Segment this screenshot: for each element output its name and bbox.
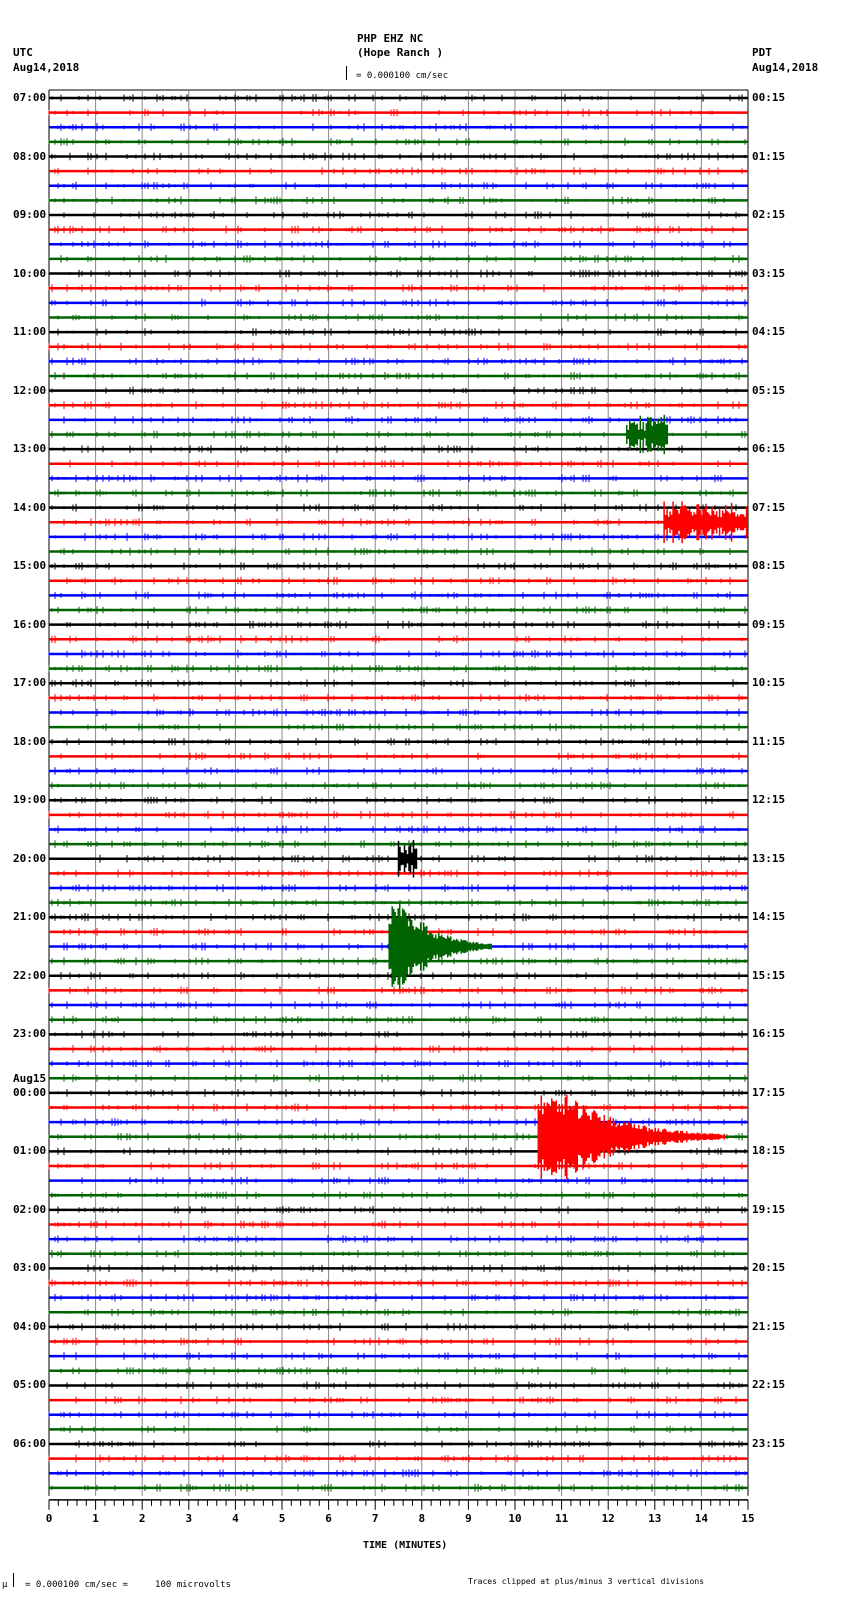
utc-hour-label: 10:00 xyxy=(13,266,47,280)
utc-hour-label: 20:00 xyxy=(13,851,47,865)
svg-text:15: 15 xyxy=(741,1512,754,1525)
pdt-hour-label: 13:15 xyxy=(752,851,786,865)
svg-text:2: 2 xyxy=(139,1512,146,1525)
utc-hour-label: 07:00 xyxy=(13,91,47,104)
pdt-hour-label: 19:15 xyxy=(752,1202,786,1216)
utc-hour-label: 00:00 xyxy=(13,1085,47,1099)
svg-text:9: 9 xyxy=(465,1512,472,1525)
right-date: Aug14,2018 xyxy=(752,61,819,74)
pdt-hour-label: 05:15 xyxy=(752,383,786,397)
pdt-hour-label: 02:15 xyxy=(752,208,786,222)
pdt-hour-label: 03:15 xyxy=(752,266,786,280)
utc-hour-label: 12:00 xyxy=(13,383,47,397)
pdt-hour-label: 18:15 xyxy=(752,1144,786,1158)
utc-hour-label: 11:00 xyxy=(13,325,47,339)
pdt-hour-label: 01:15 xyxy=(752,149,786,163)
utc-hour-label: 18:00 xyxy=(13,734,47,748)
right-timezone: PDT xyxy=(752,46,772,59)
utc-hour-label: 23:00 xyxy=(13,1027,47,1041)
pdt-hour-label: 11:15 xyxy=(752,734,786,748)
footer-clip-note: Traces clipped at plus/minus 3 vertical … xyxy=(468,1577,705,1586)
pdt-hour-label: 22:15 xyxy=(752,1378,786,1392)
svg-text:8: 8 xyxy=(418,1512,425,1525)
utc-hour-label: 17:00 xyxy=(13,676,47,690)
pdt-hour-label: 16:15 xyxy=(752,1027,786,1041)
utc-hour-label: 09:00 xyxy=(13,208,47,222)
utc-hour-label: 15:00 xyxy=(13,559,47,573)
footer-scale-note: = 0.000100 cm/sec = 100 microvolts xyxy=(25,1580,231,1590)
pdt-hour-label: 20:15 xyxy=(752,1261,786,1275)
utc-hour-label: 13:00 xyxy=(13,442,47,456)
x-axis-title: TIME (MINUTES) xyxy=(363,1540,448,1551)
pdt-hour-label: 17:15 xyxy=(752,1085,786,1099)
scale-bar-icon xyxy=(346,66,350,80)
svg-text:7: 7 xyxy=(372,1512,379,1525)
utc-hour-label: 21:00 xyxy=(13,910,47,924)
svg-text:4: 4 xyxy=(232,1512,239,1525)
svg-text:3: 3 xyxy=(185,1512,192,1525)
pdt-hour-label: 00:15 xyxy=(752,91,786,104)
utc-hour-label: 06:00 xyxy=(13,1436,47,1450)
utc-hour-label: 14:00 xyxy=(13,500,47,514)
svg-text:11: 11 xyxy=(555,1512,569,1525)
footer-scale-bar-icon xyxy=(13,1573,17,1587)
scale-label: = 0.000100 cm/sec xyxy=(356,71,449,81)
pdt-hour-label: 07:15 xyxy=(752,500,786,514)
pdt-hour-label: 21:15 xyxy=(752,1319,786,1333)
left-timezone: UTC xyxy=(13,46,33,59)
pdt-hour-label: 10:15 xyxy=(752,676,786,690)
svg-text:14: 14 xyxy=(695,1512,709,1525)
utc-hour-label: 08:00 xyxy=(13,149,47,163)
station-title: PHP EHZ NC xyxy=(357,32,424,45)
svg-text:5: 5 xyxy=(279,1512,286,1525)
pdt-hour-label: 23:15 xyxy=(752,1436,786,1450)
utc-hour-label: 05:00 xyxy=(13,1378,47,1392)
pdt-hour-label: 06:15 xyxy=(752,442,786,456)
left-date: Aug14,2018 xyxy=(13,61,80,74)
utc-hour-label: 01:00 xyxy=(13,1144,47,1158)
pdt-hour-label: 12:15 xyxy=(752,793,786,807)
utc-hour-label: 03:00 xyxy=(13,1261,47,1275)
utc-hour-label: 04:00 xyxy=(13,1319,47,1333)
utc-hour-label: 22:00 xyxy=(13,968,47,982)
utc-hour-label: 16:00 xyxy=(13,617,47,631)
svg-text:6: 6 xyxy=(325,1512,332,1525)
svg-text:10: 10 xyxy=(508,1512,521,1525)
pdt-hour-label: 09:15 xyxy=(752,617,786,631)
svg-text:12: 12 xyxy=(602,1512,615,1525)
svg-text:13: 13 xyxy=(648,1512,661,1525)
footer-mu: µ xyxy=(2,1580,8,1590)
station-location: (Hope Ranch ) xyxy=(357,46,444,59)
pdt-hour-label: 04:15 xyxy=(752,325,786,339)
pdt-hour-label: 08:15 xyxy=(752,559,786,573)
pdt-hour-label: 15:15 xyxy=(752,968,786,982)
utc-hour-label: 02:00 xyxy=(13,1202,47,1216)
utc-hour-label: 19:00 xyxy=(13,793,47,807)
pdt-hour-label: 14:15 xyxy=(752,910,786,924)
svg-text:1: 1 xyxy=(92,1512,99,1525)
date-change-label: Aug15 xyxy=(13,1071,47,1085)
svg-text:0: 0 xyxy=(46,1512,53,1525)
